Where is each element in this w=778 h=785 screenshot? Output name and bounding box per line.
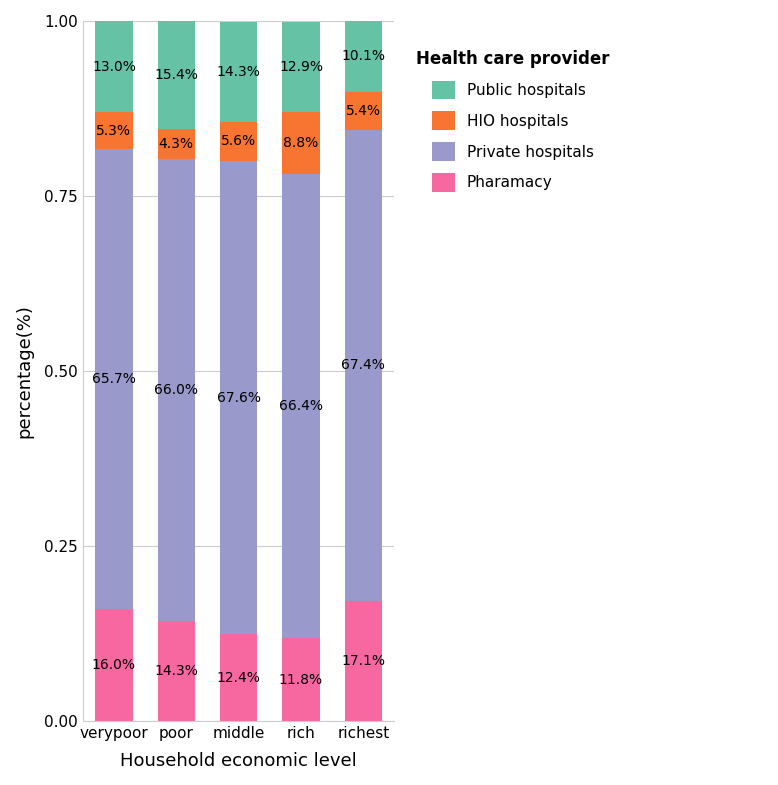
Legend: Public hospitals, HIO hospitals, Private hospitals, Pharamacy: Public hospitals, HIO hospitals, Private… [408,42,617,199]
Bar [158,21,195,129]
Bar [95,149,132,609]
Bar [95,21,132,112]
Text: 8.8%: 8.8% [283,136,318,150]
Bar [345,92,382,130]
Bar [220,122,258,161]
Bar [220,634,258,721]
Bar [282,173,320,638]
Text: 12.4%: 12.4% [216,670,261,685]
Y-axis label: percentage(%): percentage(%) [15,304,33,438]
Text: 4.3%: 4.3% [159,137,194,151]
Text: 5.3%: 5.3% [96,123,131,137]
Text: 67.4%: 67.4% [342,359,385,372]
Text: 14.3%: 14.3% [216,64,261,78]
Bar [345,601,382,721]
Bar [282,638,320,721]
Text: 13.0%: 13.0% [92,60,136,74]
Text: 5.4%: 5.4% [345,104,380,118]
Text: 66.4%: 66.4% [279,399,323,413]
X-axis label: Household economic level: Household economic level [121,752,357,770]
Text: 5.6%: 5.6% [221,134,256,148]
Bar [220,22,258,122]
Text: 67.6%: 67.6% [216,391,261,404]
Bar [158,621,195,721]
Bar [282,22,320,112]
Bar [220,161,258,634]
Text: 14.3%: 14.3% [154,664,198,678]
Text: 15.4%: 15.4% [154,68,198,82]
Text: 11.8%: 11.8% [279,673,323,687]
Bar [158,159,195,621]
Text: 66.0%: 66.0% [154,383,198,397]
Text: 16.0%: 16.0% [92,658,136,672]
Bar [345,130,382,601]
Text: 65.7%: 65.7% [92,372,136,386]
Bar [282,112,320,173]
Bar [95,112,132,149]
Bar [158,129,195,159]
Bar [95,609,132,721]
Bar [345,21,382,92]
Text: 12.9%: 12.9% [279,60,323,74]
Text: 10.1%: 10.1% [342,49,385,64]
Text: 17.1%: 17.1% [342,654,385,668]
